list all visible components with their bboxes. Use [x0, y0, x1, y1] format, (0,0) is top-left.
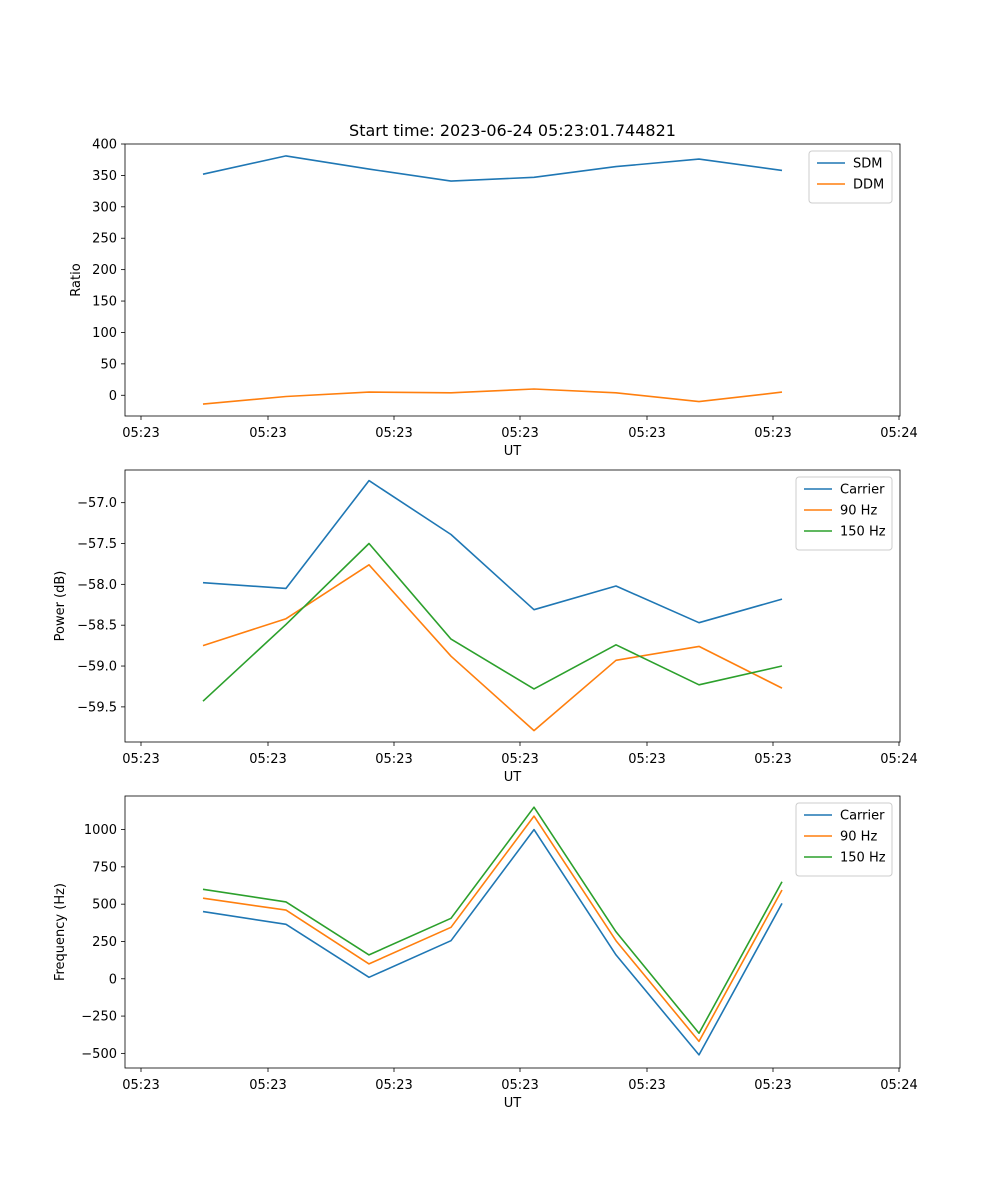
- series-line-ddm: [202, 388, 783, 405]
- x-tick-label: 05:23: [501, 1078, 538, 1093]
- x-tick-label: 05:23: [249, 752, 286, 767]
- panel-1: UT 0 50 100 150 200 250 300 350 400 Ratio SDM DDM 05:…: [69, 138, 918, 460]
- x-tick-label: 05:23: [501, 426, 538, 441]
- y-tick-label: 0: [109, 389, 117, 404]
- y-axis-label: Ratio: [69, 263, 84, 296]
- legend-label: Carrier: [840, 483, 885, 498]
- x-tick-label: 05:23: [249, 1078, 286, 1093]
- x-tick-label: 05:23: [628, 426, 665, 441]
- y-tick-label: −500: [81, 1047, 117, 1062]
- x-tick-label: 05:23: [375, 426, 412, 441]
- series-line-carrier: [202, 828, 783, 1056]
- y-tick-label: −59.0: [77, 660, 117, 675]
- legend: Carrier 90 Hz 150 Hz: [795, 802, 893, 877]
- legend-box: [808, 150, 893, 204]
- x-tick-label: 05:23: [628, 752, 665, 767]
- y-tick-label: −58.5: [77, 619, 117, 634]
- y-tick-label: 400: [92, 138, 117, 153]
- y-tick-label: 300: [92, 200, 117, 215]
- y-tick-label: 1000: [84, 823, 117, 838]
- x-tick-label: 05:23: [754, 1078, 791, 1093]
- legend-label: SDM: [853, 157, 882, 172]
- axes-frame: [124, 143, 901, 417]
- y-tick-label: −57.5: [77, 537, 117, 552]
- legend: Carrier 90 Hz 150 Hz: [795, 476, 893, 551]
- chart-title: Start time: 2023-06-24 05:23:01.744821: [349, 121, 676, 140]
- y-axis-label: Frequency (Hz): [53, 883, 68, 981]
- legend-label: 90 Hz: [840, 504, 877, 519]
- x-tick-label: 05:24: [880, 426, 917, 441]
- x-tick-label: 05:23: [122, 426, 159, 441]
- y-tick-label: 150: [92, 295, 117, 310]
- legend-label: DDM: [853, 178, 884, 193]
- y-tick-label: −58.0: [77, 578, 117, 593]
- x-tick-label: 05:23: [249, 426, 286, 441]
- x-axis-label: UT: [504, 770, 522, 785]
- x-tick-label: 05:23: [122, 1078, 159, 1093]
- x-axis-label: UT: [504, 1096, 522, 1111]
- x-tick-label: 05:24: [880, 1078, 917, 1093]
- series-line-sdm: [202, 155, 783, 182]
- legend-label: 150 Hz: [840, 525, 886, 540]
- y-tick-label: 200: [92, 263, 117, 278]
- series-line-150-hz: [202, 806, 783, 1034]
- y-tick-label: 100: [92, 326, 117, 341]
- series-line-90-hz: [202, 815, 783, 1043]
- legend-label: Carrier: [840, 809, 885, 824]
- series-line-90-hz: [202, 563, 783, 732]
- x-tick-label: 05:23: [375, 752, 412, 767]
- y-tick-label: 250: [92, 935, 117, 950]
- x-tick-label: 05:23: [754, 426, 791, 441]
- series-line-carrier: [202, 479, 783, 624]
- legend-label: 150 Hz: [840, 851, 886, 866]
- panel-2: UT −59.5 −59.0 −58.5 −58.0 −57.5 −57.0 Power (d…: [53, 469, 918, 785]
- x-axis-label: UT: [504, 444, 522, 459]
- y-tick-label: 50: [100, 357, 117, 372]
- y-tick-label: −59.5: [77, 700, 117, 715]
- legend-label: 90 Hz: [840, 830, 877, 845]
- y-tick-label: −57.0: [77, 496, 117, 511]
- x-tick-label: 05:24: [880, 752, 917, 767]
- y-tick-label: 250: [92, 232, 117, 247]
- y-tick-label: 0: [109, 972, 117, 987]
- y-tick-label: −250: [81, 1010, 117, 1025]
- axes-frame: [124, 795, 901, 1069]
- y-tick-label: 500: [92, 898, 117, 913]
- x-tick-label: 05:23: [628, 1078, 665, 1093]
- legend: SDM DDM: [808, 150, 893, 204]
- y-tick-label: 350: [92, 169, 117, 184]
- panel-3: UT −500 −250 0 250 500 750 1000 Frequency (Hz) Ca…: [53, 795, 918, 1111]
- y-axis-label: Power (dB): [53, 571, 68, 642]
- x-tick-label: 05:23: [754, 752, 791, 767]
- x-tick-label: 05:23: [501, 752, 538, 767]
- x-tick-label: 05:23: [375, 1078, 412, 1093]
- axes-frame: [124, 469, 901, 743]
- x-tick-label: 05:23: [122, 752, 159, 767]
- series-line-150-hz: [202, 542, 783, 702]
- y-tick-label: 750: [92, 860, 117, 875]
